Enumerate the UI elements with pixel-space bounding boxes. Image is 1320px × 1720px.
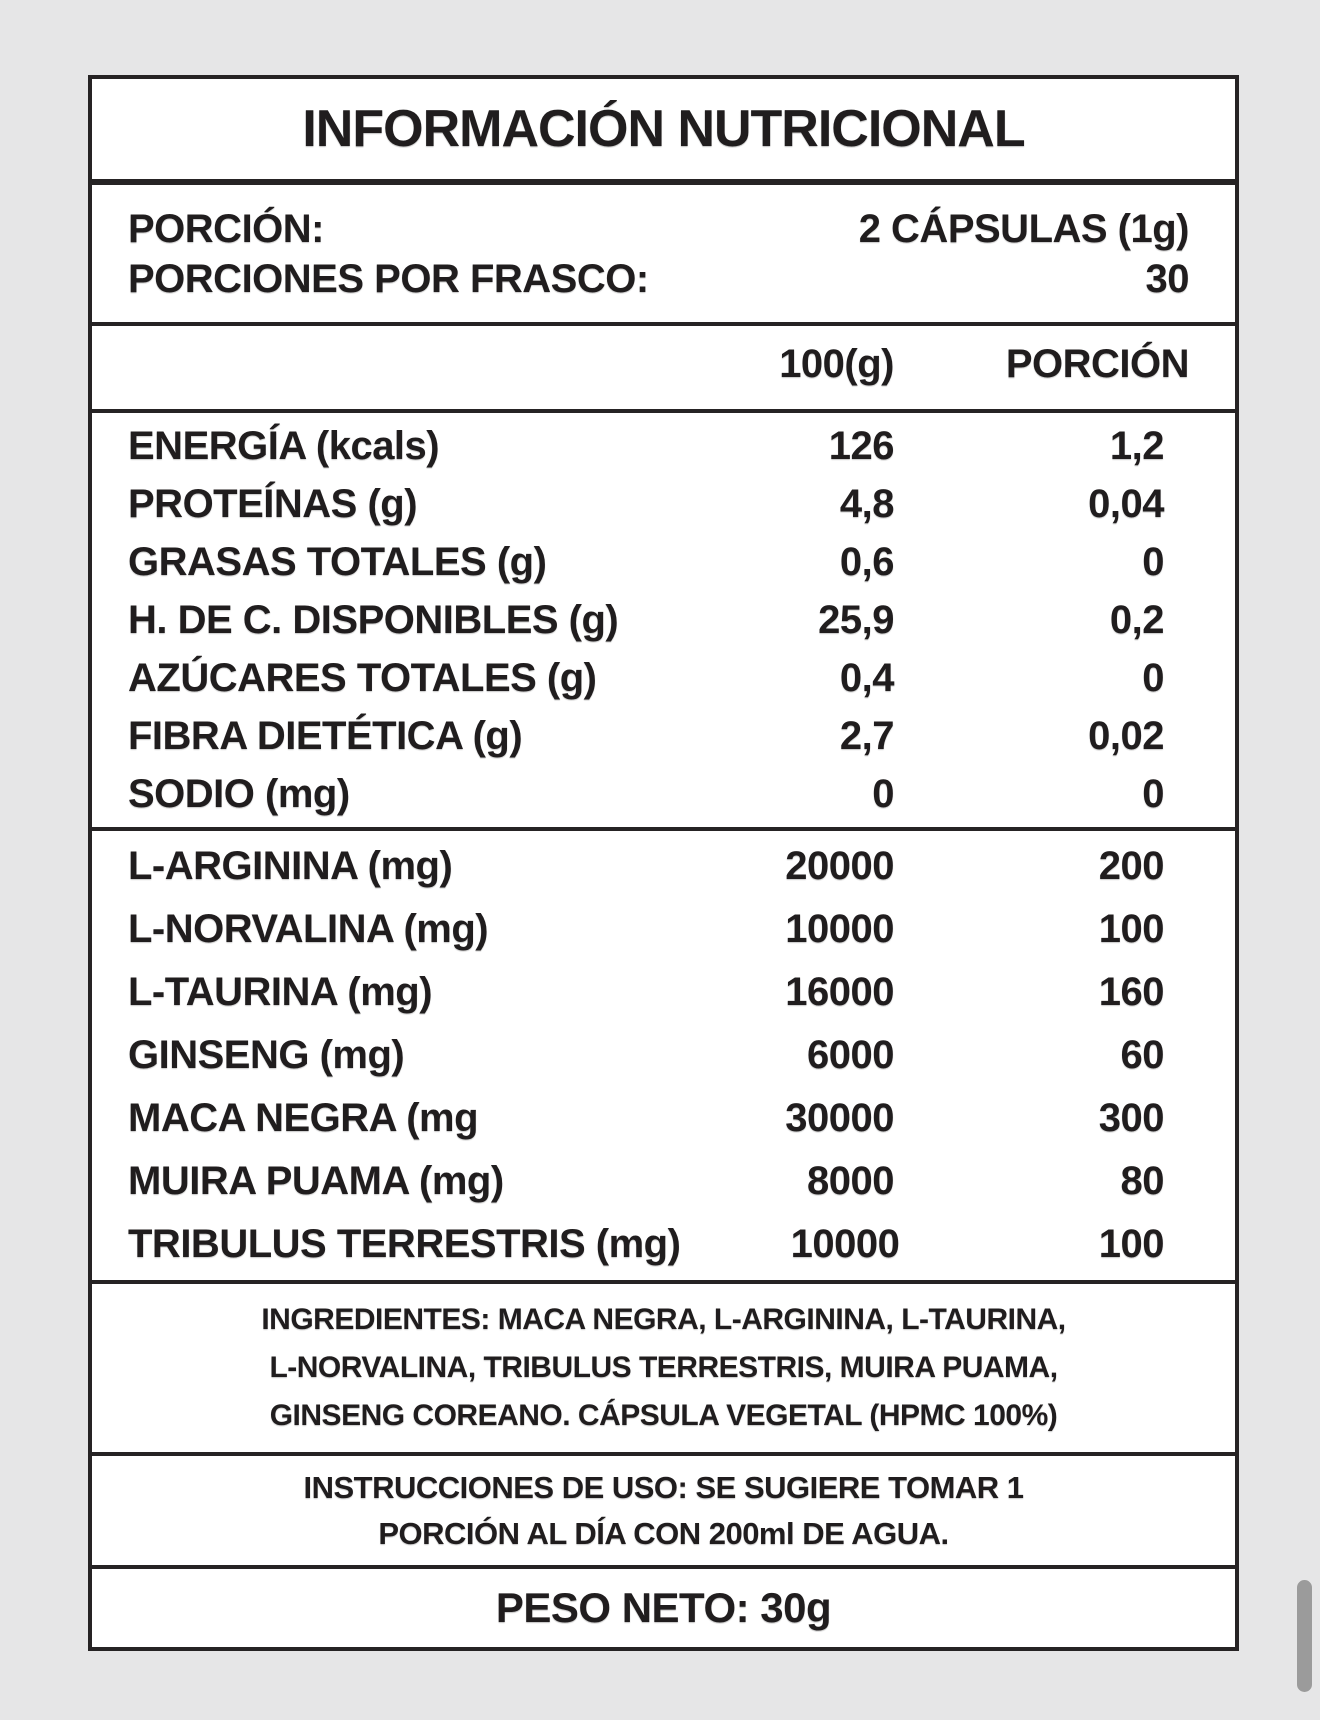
value-per-100g: 16000 xyxy=(785,970,894,1014)
table-row: AZÚCARES TOTALES (g) 0,4 0 xyxy=(128,656,1189,701)
ingredients-line: L-NORVALINA, TRIBULUS TERRESTRIS, MUIRA … xyxy=(269,1351,1058,1384)
value-per-100g: 6000 xyxy=(807,1033,894,1077)
ingredients-line: INGREDIENTES: MACA NEGRA, L-ARGININA, L-… xyxy=(261,1303,1066,1336)
vertical-scrollbar-thumb[interactable] xyxy=(1297,1580,1312,1692)
instructions-section: INSTRUCCIONES DE USO: SE SUGIERE TOMAR 1… xyxy=(92,1452,1235,1565)
value-per-100g: 4,8 xyxy=(839,481,895,526)
serving-row: PORCIÓN: 2 CÁPSULAS (1g) xyxy=(128,204,1190,254)
active-label: TRIBULUS TERRESTRIS (mg) xyxy=(128,1222,681,1266)
value-per-100g: 126 xyxy=(828,423,895,468)
value-per-100g: 10000 xyxy=(785,907,894,951)
active-label: L-ARGININA (mg) xyxy=(128,844,453,888)
active-label: GINSENG (mg) xyxy=(128,1033,405,1077)
table-row: GINSENG (mg) 6000 60 xyxy=(128,1033,1189,1078)
title-section: INFORMACIÓN NUTRICIONAL xyxy=(92,79,1235,179)
active-label: L-TAURINA (mg) xyxy=(128,970,433,1014)
value-per-serving: 160 xyxy=(1098,970,1165,1014)
value-per-serving: 0,2 xyxy=(1109,597,1165,642)
value-per-100g: 0,6 xyxy=(839,539,895,584)
nutrient-label: FIBRA DIETÉTICA (g) xyxy=(128,713,523,758)
nutrient-label: H. DE C. DISPONIBLES (g) xyxy=(128,597,619,642)
nutrient-label: PROTEÍNAS (g) xyxy=(128,481,418,526)
value-per-100g: 25,9 xyxy=(818,597,894,642)
net-weight-section: PESO NETO: 30g xyxy=(92,1565,1235,1647)
value-per-100g: 2,7 xyxy=(839,713,895,758)
serving-size-label: PORCIÓN: xyxy=(128,206,324,251)
active-label: MACA NEGRA (mg xyxy=(128,1096,479,1140)
value-per-serving: 0,02 xyxy=(1088,713,1164,758)
value-per-serving: 0 xyxy=(1142,771,1164,816)
ingredients-section: INGREDIENTES: MACA NEGRA, L-ARGININA, L-… xyxy=(92,1280,1235,1452)
column-header-row: 100(g) PORCIÓN xyxy=(92,322,1235,409)
value-per-100g: 10000 xyxy=(790,1222,900,1266)
column-header-per-100g: 100(g) xyxy=(779,342,894,386)
nutrient-label: ENERGÍA (kcals) xyxy=(128,423,440,468)
nutrient-label: AZÚCARES TOTALES (g) xyxy=(128,655,597,700)
nutrients-table: ENERGÍA (kcals) 126 1,2 PROTEÍNAS (g) 4,… xyxy=(92,409,1235,827)
nutrient-label: GRASAS TOTALES (g) xyxy=(128,539,547,584)
serving-size-value: 2 CÁPSULAS (1g) xyxy=(858,206,1190,251)
table-row: TRIBULUS TERRESTRIS (mg) 10000 100 xyxy=(128,1222,1189,1267)
table-row: GRASAS TOTALES (g) 0,6 0 xyxy=(128,540,1189,585)
active-label: L-NORVALINA (mg) xyxy=(128,907,489,951)
value-per-serving: 80 xyxy=(1120,1159,1165,1203)
ingredients-line: GINSENG COREANO. CÁPSULA VEGETAL (HPMC 1… xyxy=(269,1399,1058,1432)
actives-table: L-ARGININA (mg) 20000 200 L-NORVALINA (m… xyxy=(92,827,1235,1280)
servings-per-container-label: PORCIONES POR FRASCO: xyxy=(128,256,649,301)
panel-title: INFORMACIÓN NUTRICIONAL xyxy=(302,100,1025,158)
serving-row: PORCIONES POR FRASCO: 30 xyxy=(128,254,1189,304)
value-per-100g: 8000 xyxy=(807,1159,894,1203)
table-row: SODIO (mg) 0 0 xyxy=(128,772,1189,817)
value-per-serving: 1,2 xyxy=(1109,423,1165,468)
value-per-100g: 20000 xyxy=(785,844,894,888)
active-label: MUIRA PUAMA (mg) xyxy=(128,1159,504,1203)
value-per-serving: 0 xyxy=(1142,539,1164,584)
serving-section: PORCIÓN: 2 CÁPSULAS (1g) PORCIONES POR F… xyxy=(92,179,1235,322)
instructions-line: INSTRUCCIONES DE USO: SE SUGIERE TOMAR 1 xyxy=(303,1469,1024,1505)
value-per-serving: 0 xyxy=(1142,655,1164,700)
net-weight-value: PESO NETO: 30g xyxy=(495,1584,832,1631)
table-row: ENERGÍA (kcals) 126 1,2 xyxy=(128,424,1189,469)
value-per-serving: 100 xyxy=(1098,1222,1165,1266)
value-per-100g: 0,4 xyxy=(839,655,895,700)
table-row: MUIRA PUAMA (mg) 8000 80 xyxy=(128,1159,1189,1204)
table-row: MACA NEGRA (mg 30000 300 xyxy=(128,1096,1189,1141)
table-row: L-ARGININA (mg) 20000 200 xyxy=(128,844,1189,889)
column-header-per-serving: PORCIÓN xyxy=(1005,342,1190,386)
value-per-100g: 30000 xyxy=(785,1096,894,1140)
table-row: H. DE C. DISPONIBLES (g) 25,9 0,2 xyxy=(128,598,1189,643)
nutrition-facts-panel: INFORMACIÓN NUTRICIONAL PORCIÓN: 2 CÁPSU… xyxy=(88,75,1239,1651)
value-per-serving: 300 xyxy=(1098,1096,1165,1140)
table-row: L-NORVALINA (mg) 10000 100 xyxy=(128,907,1189,952)
servings-per-container-value: 30 xyxy=(1145,256,1190,301)
value-per-serving: 0,04 xyxy=(1088,481,1164,526)
instructions-line: PORCIÓN AL DÍA CON 200ml DE AGUA. xyxy=(378,1515,949,1551)
value-per-serving: 60 xyxy=(1120,1033,1165,1077)
table-row: FIBRA DIETÉTICA (g) 2,7 0,02 xyxy=(128,714,1189,759)
table-row: L-TAURINA (mg) 16000 160 xyxy=(128,970,1189,1015)
nutrient-label: SODIO (mg) xyxy=(128,771,350,816)
value-per-serving: 100 xyxy=(1098,907,1165,951)
value-per-100g: 0 xyxy=(872,771,894,816)
value-per-serving: 200 xyxy=(1098,844,1165,888)
table-row: PROTEÍNAS (g) 4,8 0,04 xyxy=(128,482,1189,527)
